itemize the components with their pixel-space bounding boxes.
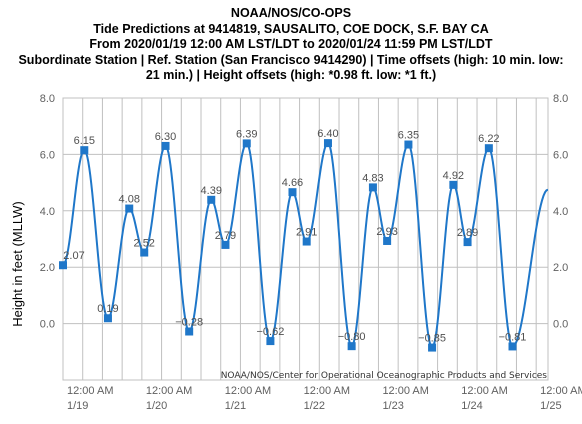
x-tick-date: 1/19 <box>67 400 88 412</box>
extremum-label: 2.91 <box>296 227 317 239</box>
y-tick-left: 8.0 <box>40 93 55 105</box>
extremum-marker <box>323 139 332 148</box>
extremum-marker <box>383 236 392 245</box>
x-tick-time: 12:00 AM <box>146 385 192 397</box>
extremum-label: 0.19 <box>97 303 118 315</box>
extremum-label: 4.83 <box>362 172 383 184</box>
extremum-label: 4.92 <box>443 170 464 182</box>
extremum-label: −0.85 <box>418 333 446 345</box>
extremum-label: 4.66 <box>282 177 303 189</box>
y-tick-right: 0.0 <box>553 319 568 331</box>
title-line-1: NOAA/NOS/CO-OPS <box>230 6 352 20</box>
extremum-label: −0.80 <box>338 331 366 343</box>
x-tick-date: 1/25 <box>540 400 561 412</box>
extremum-label: 2.89 <box>457 227 478 239</box>
extremum-marker <box>347 342 356 351</box>
extremum-marker <box>484 144 493 153</box>
extremum-label: 4.08 <box>119 194 140 206</box>
y-tick-left: 4.0 <box>40 206 55 218</box>
x-tick-time: 12:00 AM <box>540 385 582 397</box>
extremum-label: 2.93 <box>376 226 397 238</box>
x-tick-date: 1/20 <box>146 400 167 412</box>
x-tick-time: 12:00 AM <box>67 385 113 397</box>
extremum-marker <box>125 204 134 213</box>
extremum-label: 6.40 <box>317 128 338 140</box>
extremum-marker <box>140 248 149 257</box>
extrema-points <box>59 139 517 352</box>
extremum-marker <box>508 342 517 351</box>
x-tick-time: 12:00 AM <box>304 385 350 397</box>
extremum-label: 6.30 <box>155 131 176 143</box>
chart-title-block: NOAA/NOS/CO-OPS Tide Predictions at 9414… <box>0 6 582 84</box>
extremum-marker <box>80 146 89 155</box>
title-line-5: 21 min.) | Height offsets (high: *0.98 f… <box>145 68 437 82</box>
y-tick-left: 0.0 <box>40 319 55 331</box>
extremum-marker <box>266 337 275 346</box>
extremum-marker <box>428 343 437 352</box>
x-tick-time: 12:00 AM <box>382 385 428 397</box>
extremum-marker <box>161 141 170 150</box>
extremum-label: 6.15 <box>74 135 95 147</box>
x-tick-time: 12:00 AM <box>225 385 271 397</box>
extremum-marker <box>449 180 458 189</box>
y-tick-right: 8.0 <box>553 93 568 105</box>
extremum-label: 4.39 <box>201 185 222 197</box>
extremum-label: −0.81 <box>499 331 527 343</box>
extremum-marker <box>368 183 377 192</box>
y-axis-label: Height in feet (MLLW) <box>10 201 25 326</box>
title-line-3: From 2020/01/19 12:00 AM LST/LDT to 2020… <box>89 37 493 51</box>
extremum-label: −0.62 <box>256 326 284 338</box>
extremum-marker <box>207 195 216 204</box>
extremum-marker <box>463 238 472 247</box>
y-tick-left: 6.0 <box>40 149 55 161</box>
extremum-marker <box>185 327 194 336</box>
title-line-2: Tide Predictions at 9414819, SAUSALITO, … <box>93 21 489 36</box>
extremum-label: −0.28 <box>175 316 203 328</box>
plot-border <box>62 97 549 381</box>
x-tick-date: 1/24 <box>461 400 482 412</box>
extremum-marker <box>288 188 297 197</box>
y-tick-left: 2.0 <box>40 262 55 274</box>
y-tick-right: 2.0 <box>553 262 568 274</box>
extremum-label: 2.52 <box>134 238 155 250</box>
y-tick-right: 6.0 <box>553 149 568 161</box>
extremum-marker <box>242 139 251 148</box>
y-tick-right: 4.0 <box>553 206 568 218</box>
grid <box>62 97 549 381</box>
extremum-label: 2.79 <box>215 230 236 242</box>
data-labels: 2.07 6.15 0.19 4.08 2.52 6.30 −0.28 4.39 2.79 6.3… <box>63 128 526 344</box>
x-tick-date: 1/23 <box>382 400 403 412</box>
title-line-4: Subordinate Station | Ref. Station (San … <box>18 52 564 67</box>
extremum-label: 6.39 <box>236 128 257 140</box>
extremum-marker <box>103 314 112 323</box>
x-tick-date: 1/22 <box>304 400 325 412</box>
extremum-marker <box>404 140 413 149</box>
x-tick-date: 1/21 <box>225 400 246 412</box>
extremum-label: 6.22 <box>478 133 499 145</box>
extremum-label: 2.07 <box>63 250 84 262</box>
axes: 8.0 8.0 6.0 6.0 4.0 4.0 2.0 2.0 0.0 0.0 12:00 AM 1/… <box>40 93 582 412</box>
extremum-marker <box>221 240 230 249</box>
credit-text: NOAA/NOS/Center for Operational Oceanogr… <box>221 371 548 381</box>
extremum-marker <box>59 261 67 270</box>
extremum-marker <box>302 237 311 246</box>
extremum-label: 6.35 <box>398 130 419 142</box>
x-tick-time: 12:00 AM <box>461 385 507 397</box>
